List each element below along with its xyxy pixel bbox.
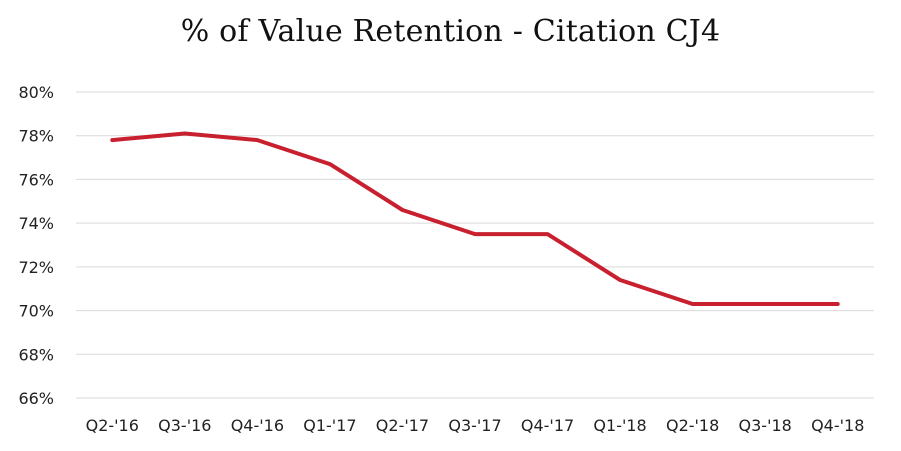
x-tick-label: Q3-'17: [448, 416, 501, 435]
y-tick-label: 66%: [18, 389, 54, 408]
y-tick-label: 68%: [18, 345, 54, 364]
y-axis-ticks: 66% 68% 70% 72% 74% 76% 78% 80%: [18, 83, 54, 408]
x-tick-label: Q4-'18: [811, 416, 864, 435]
x-tick-label: Q3-'16: [158, 416, 211, 435]
y-tick-label: 80%: [18, 83, 54, 102]
x-tick-label: Q2-'17: [376, 416, 429, 435]
x-tick-label: Q3-'18: [739, 416, 792, 435]
x-tick-label: Q4-'17: [521, 416, 574, 435]
series-layer: [110, 131, 840, 306]
x-tick-label: Q2-'18: [666, 416, 719, 435]
series-line: [110, 131, 840, 306]
x-tick-label: Q2-'16: [86, 416, 139, 435]
y-tick-label: 72%: [18, 258, 54, 277]
gridlines: [76, 91, 874, 399]
y-tick-label: 74%: [18, 214, 54, 233]
x-tick-label: Q1-'17: [303, 416, 356, 435]
x-axis-ticks: Q2-'16 Q3-'16 Q4-'16 Q1-'17 Q2-'17 Q3-'17 Q4-'…: [86, 416, 865, 435]
y-tick-label: 76%: [18, 170, 54, 189]
x-tick-label: Q1-'18: [593, 416, 646, 435]
y-tick-label: 70%: [18, 302, 54, 321]
x-tick-label: Q4-'16: [231, 416, 284, 435]
chart-title: % of Value Retention - Citation CJ4: [180, 14, 721, 49]
y-tick-label: 78%: [18, 127, 54, 146]
